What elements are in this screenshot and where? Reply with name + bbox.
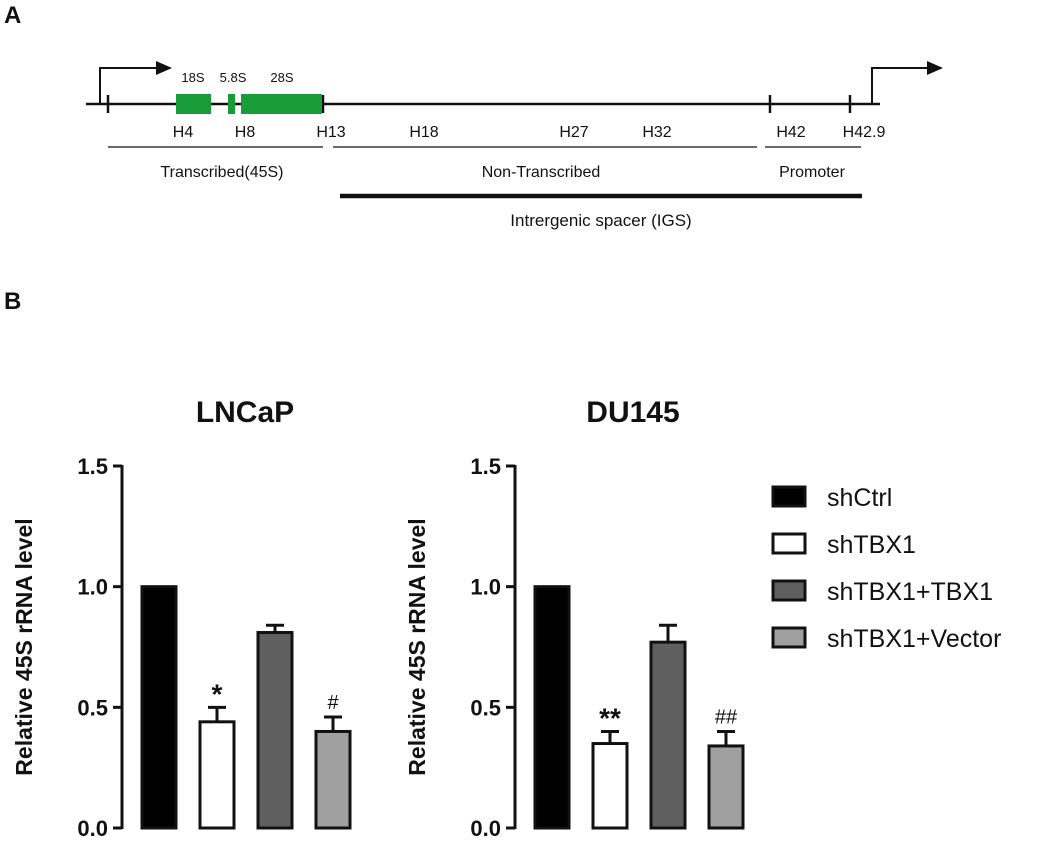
site-label: H4 [173, 124, 194, 141]
gene-label-28s: 28S [270, 70, 293, 85]
gene-label-5.8s: 5.8S [220, 70, 247, 85]
bar-shtbx1 [591, 742, 629, 830]
y-tick-label: 1.5 [470, 454, 501, 479]
igs-label: Intrergenic spacer (IGS) [510, 211, 691, 230]
bar-shtbx1-tbx1 [649, 640, 687, 830]
chart-title: LNCaP [196, 396, 294, 429]
significance-marker: * [212, 678, 223, 709]
legend-label: shCtrl [827, 484, 892, 512]
chart-title: DU145 [586, 396, 679, 429]
y-tick-label: 1.5 [77, 454, 108, 479]
significance-marker: ** [599, 702, 621, 733]
bar-shtbx1-tbx1 [256, 631, 294, 830]
legend-swatch [771, 485, 807, 508]
site-label: H42 [776, 124, 805, 141]
y-axis-label: Relative 45S rRNA level [404, 518, 430, 775]
panel-label-a: A [4, 2, 22, 29]
y-tick-label: 1.0 [77, 575, 108, 600]
legend-swatch [771, 579, 807, 602]
bar-shtbx1-vector [314, 729, 352, 830]
legend-swatch [771, 626, 807, 649]
y-tick-label: 1.0 [470, 575, 501, 600]
legend-label: shTBX1+TBX1 [827, 578, 993, 606]
bar-shtbx1-vector [707, 744, 745, 830]
bar-shctrl [533, 585, 571, 830]
non-transcribed-label: Non-Transcribed [482, 164, 601, 181]
bar-shctrl [140, 585, 178, 830]
site-label: H8 [235, 124, 256, 141]
tss-arrow-left [99, 67, 160, 104]
significance-marker: # [327, 692, 339, 714]
transcribed-label: Transcribed(45S) [160, 164, 283, 181]
bar-shtbx1 [198, 720, 236, 830]
legend: shCtrl shTBX1 shTBX1+TBX1 shTBX1+Vector [771, 484, 1001, 653]
y-axis-label: Relative 45S rRNA level [11, 518, 37, 775]
tss-arrowhead-right [927, 61, 943, 75]
panel-label-b: B [4, 288, 22, 315]
promoter-label: Promoter [779, 164, 845, 181]
y-tick-label: 0.0 [470, 816, 501, 841]
gene-18s-box [176, 94, 211, 114]
tss-arrowhead-left [156, 61, 172, 75]
site-label: H32 [642, 124, 671, 141]
rdna-schematic: 18S 5.8S 28S H4 H8 H13 H18 H27 H32 H42 H… [86, 61, 943, 230]
legend-label: shTBX1+Vector [827, 625, 1001, 653]
gene-label-18s: 18S [181, 70, 204, 85]
y-tick-label: 0.0 [77, 816, 108, 841]
site-label: H42.9 [843, 124, 886, 141]
chart-lncap: LNCaP Relative 45S rRNA level 0.0 0.5 1.0 1.5… [11, 396, 352, 841]
y-tick-label: 0.5 [77, 695, 108, 720]
site-label: H13 [316, 124, 345, 141]
site-label: H27 [559, 124, 588, 141]
site-label: H18 [409, 124, 438, 141]
gene-28s-box [241, 94, 322, 114]
legend-label: shTBX1 [827, 531, 916, 559]
tss-arrow-right [871, 67, 930, 104]
gene-5.8s-box [228, 94, 235, 114]
y-tick-label: 0.5 [470, 695, 501, 720]
significance-marker: ## [715, 706, 738, 728]
chart-du145: DU145 Relative 45S rRNA level 0.0 0.5 1.0 1.5… [404, 396, 745, 841]
legend-swatch [771, 532, 807, 555]
